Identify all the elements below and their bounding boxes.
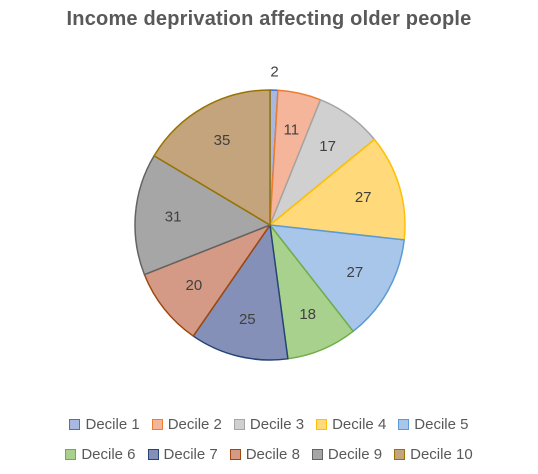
pie-slice-decile-5 [269, 224, 405, 333]
legend-swatch [398, 419, 410, 430]
legend-item-decile-8: Decile 8 [229, 446, 300, 463]
legend-swatch [147, 449, 159, 460]
pie-slice-decile-4 [269, 138, 406, 241]
pie-slice-decile-8 [143, 224, 271, 337]
data-labels: 2 11 17 27 27 18 25 20 31 35 [165, 64, 372, 328]
legend-item-decile-5: Decile 5 [398, 416, 469, 433]
data-label-decile-1: 2 [270, 64, 278, 81]
legend-swatch [394, 449, 406, 460]
data-label-decile-6: 18 [299, 306, 316, 323]
legend-label: Decile 9 [327, 446, 383, 463]
legend-item-decile-4: Decile 4 [316, 416, 386, 433]
legend-label: Decile 8 [245, 446, 300, 463]
legend-swatch [311, 449, 323, 460]
legend-row-1: Decile 1 Decile 2 Decile 3 Decile 4 Decile 5 [0, 416, 538, 433]
data-label-decile-2: 11 [284, 122, 300, 139]
legend-item-decile-2: Decile 2 [151, 416, 222, 433]
legend-swatch [65, 449, 77, 460]
legend-label: Decile 10 [410, 446, 473, 463]
legend-label: Decile 5 [414, 416, 469, 433]
legend-label: Decile 6 [81, 446, 136, 463]
legend-label: Decile 1 [85, 416, 140, 433]
legend-item-decile-6: Decile 6 [65, 446, 136, 463]
legend-swatch [151, 419, 163, 430]
data-label-decile-8: 20 [186, 277, 203, 294]
legend-label: Decile 7 [163, 446, 218, 463]
legend-swatch [233, 419, 245, 430]
legend-swatch [69, 419, 81, 430]
pie-slice-decile-7 [192, 224, 289, 361]
legend-item-decile-10: Decile 10 [394, 446, 473, 463]
legend-item-decile-3: Decile 3 [233, 416, 305, 433]
legend-swatch [229, 449, 241, 460]
data-label-decile-9: 31 [165, 209, 182, 226]
legend-item-decile-7: Decile 7 [147, 446, 218, 463]
pie-slice-decile-9 [134, 155, 271, 276]
data-label-decile-3: 17 [319, 138, 336, 155]
legend-swatch [316, 419, 328, 430]
data-label-decile-5: 27 [347, 264, 364, 281]
chart-title: Income deprivation affecting older peopl… [66, 8, 472, 30]
legend-label: Decile 4 [332, 416, 387, 433]
legend-item-decile-1: Decile 1 [69, 416, 140, 433]
pie-slices [134, 89, 406, 361]
legend-label: Decile 3 [249, 416, 305, 433]
legend-row-2: Decile 6 Decile 7 Decile 8 Decile 9 Decile 1… [0, 446, 538, 463]
data-label-decile-10: 35 [214, 132, 231, 149]
legend-item-decile-9: Decile 9 [311, 446, 383, 463]
data-label-decile-7: 25 [239, 311, 256, 328]
data-label-decile-4: 27 [355, 189, 372, 206]
pie-slice-decile-10 [153, 89, 271, 226]
legend-label: Decile 2 [167, 416, 222, 433]
